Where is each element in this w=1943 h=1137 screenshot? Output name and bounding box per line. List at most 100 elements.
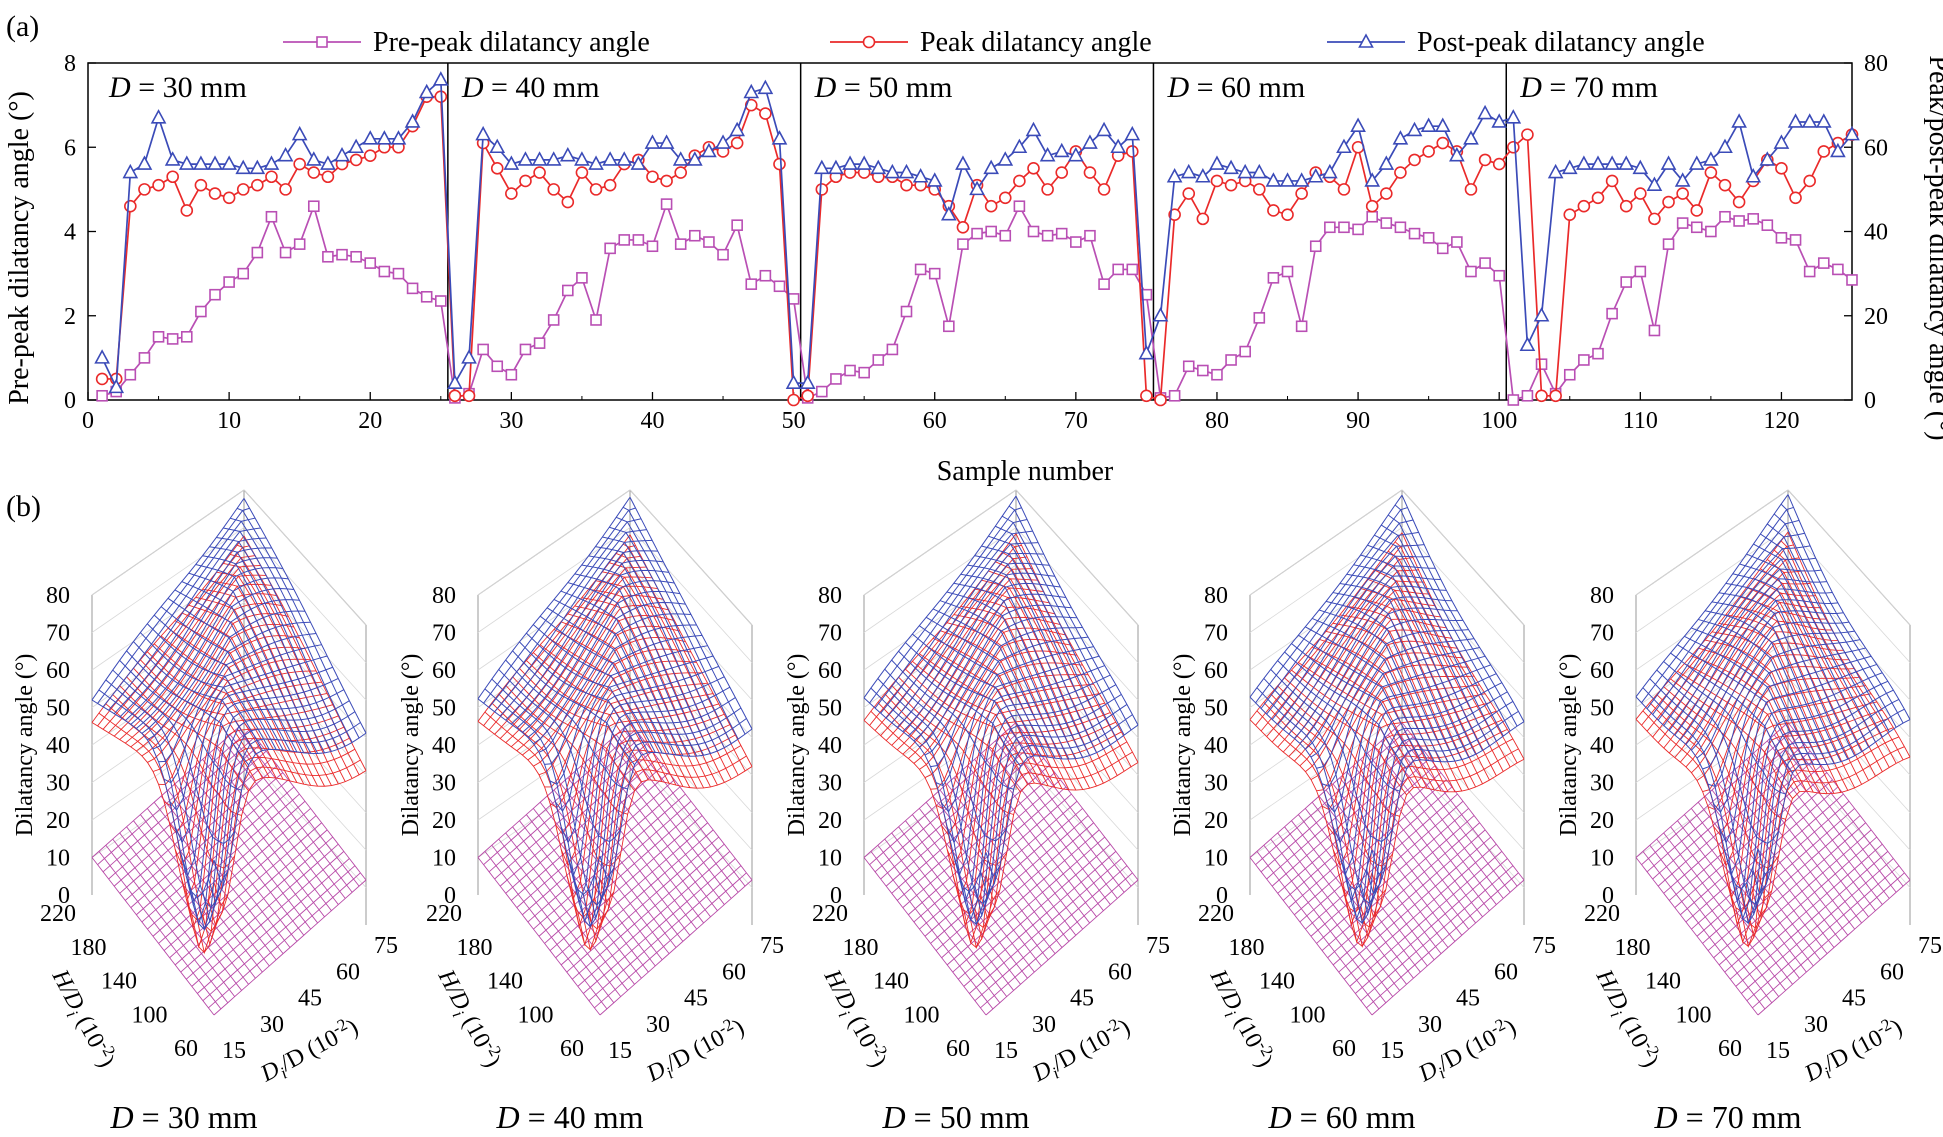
series-marker xyxy=(545,151,562,166)
legend-marker xyxy=(862,35,876,49)
mesh-line xyxy=(1277,555,1430,725)
legend-label: Peak dilatancy angle xyxy=(920,27,1152,58)
series-marker xyxy=(1380,187,1393,200)
mesh-line xyxy=(1773,513,1897,728)
surface-caption-text: = 70 mm xyxy=(1678,1099,1802,1135)
series-marker xyxy=(898,163,915,179)
series-marker xyxy=(1152,307,1169,322)
series-marker xyxy=(1801,113,1818,128)
d-tick-label: 15 xyxy=(222,1038,246,1064)
series-marker xyxy=(1366,210,1378,223)
series-marker xyxy=(1406,121,1423,137)
series-marker xyxy=(1719,210,1731,223)
d-axis-title-part: /D (10 xyxy=(662,1025,729,1077)
series-marker xyxy=(1011,138,1028,154)
series-marker xyxy=(1775,162,1788,175)
series-marker xyxy=(223,276,235,288)
mesh-line xyxy=(1668,601,1822,754)
panel-b-label: (b) xyxy=(6,490,41,523)
d-tick-label: 75 xyxy=(374,933,398,959)
series-marker xyxy=(1224,178,1238,192)
box-gridline xyxy=(91,526,367,663)
series-marker xyxy=(336,248,348,261)
box-gridline xyxy=(1249,489,1525,626)
y-right-tick-label: 60 xyxy=(1864,135,1888,161)
series-marker xyxy=(1110,138,1127,154)
mesh-line xyxy=(152,646,306,772)
series-marker xyxy=(320,155,336,170)
series-marker xyxy=(1592,347,1604,360)
mesh-line xyxy=(1657,582,1811,743)
series-marker xyxy=(1420,117,1437,132)
mesh-line xyxy=(1635,722,1789,858)
series-marker xyxy=(364,257,377,269)
mesh-line xyxy=(1249,532,1403,720)
mesh-line xyxy=(960,573,1084,758)
mesh-line xyxy=(505,585,658,743)
series-marker xyxy=(926,172,943,187)
series-marker xyxy=(1620,276,1633,288)
mesh-line xyxy=(230,517,353,743)
series-marker xyxy=(689,229,701,242)
mesh-line xyxy=(1401,494,1525,722)
h-tick-label: 180 xyxy=(1615,935,1651,961)
mesh-line xyxy=(1008,542,1132,768)
mesh-line xyxy=(124,557,278,721)
series-marker xyxy=(1576,155,1592,170)
series-marker xyxy=(547,183,560,196)
series-marker xyxy=(1253,312,1266,324)
series-marker xyxy=(418,83,435,99)
series-marker xyxy=(858,366,870,379)
series-marker xyxy=(237,267,250,280)
mesh-line xyxy=(1346,573,1470,758)
series-marker xyxy=(1449,146,1465,162)
series-marker xyxy=(265,170,278,184)
z-tick-label: 20 xyxy=(818,808,842,834)
series-marker xyxy=(561,195,575,209)
z-axis-title: Dilatancy angle (°) xyxy=(12,654,38,837)
series-marker xyxy=(1648,212,1661,226)
mesh-line xyxy=(195,596,319,787)
series-marker xyxy=(1817,257,1830,269)
series-marker xyxy=(1688,155,1705,170)
group-label: D = 70 mm xyxy=(1519,71,1658,104)
z-tick-label: 40 xyxy=(818,733,842,759)
series-marker xyxy=(1451,236,1463,248)
series-marker xyxy=(166,170,179,184)
mesh-line xyxy=(141,588,294,734)
d-tick-label: 30 xyxy=(1804,1012,1828,1038)
box-gridline xyxy=(1635,489,1911,626)
series-marker xyxy=(1097,183,1111,196)
box-gridline xyxy=(863,639,1139,776)
mesh-line xyxy=(581,765,704,924)
series-marker xyxy=(1590,155,1606,170)
z-tick-label: 60 xyxy=(818,658,842,684)
mesh-line xyxy=(981,545,1104,750)
group-label-text: = 70 mm xyxy=(1542,71,1658,104)
pre-peak-surface xyxy=(1249,722,1525,1016)
d-tick-label: 30 xyxy=(1032,1012,1056,1038)
post-peak-surface xyxy=(863,495,1139,927)
series-marker xyxy=(1519,336,1536,352)
series-marker xyxy=(195,305,207,318)
series-marker xyxy=(1067,146,1084,162)
series-marker xyxy=(180,331,193,343)
x-tick-label: 30 xyxy=(499,408,523,434)
series-marker xyxy=(590,314,602,326)
series-marker xyxy=(743,83,760,99)
mesh-line xyxy=(974,759,1097,918)
series-marker xyxy=(816,385,828,398)
z-tick-label: 80 xyxy=(818,583,842,609)
series-marker xyxy=(1521,389,1534,402)
x-tick-label: 80 xyxy=(1205,408,1229,434)
series-marker xyxy=(1789,234,1802,246)
series-marker xyxy=(406,282,419,295)
box-gridline xyxy=(863,601,1139,738)
series-marker xyxy=(432,71,449,86)
mesh-line xyxy=(119,583,272,740)
mesh-line xyxy=(588,759,711,918)
z-tick-label: 10 xyxy=(818,846,842,872)
series-marker xyxy=(1378,155,1395,170)
mesh-line xyxy=(602,746,725,905)
mesh-line xyxy=(946,693,1100,867)
